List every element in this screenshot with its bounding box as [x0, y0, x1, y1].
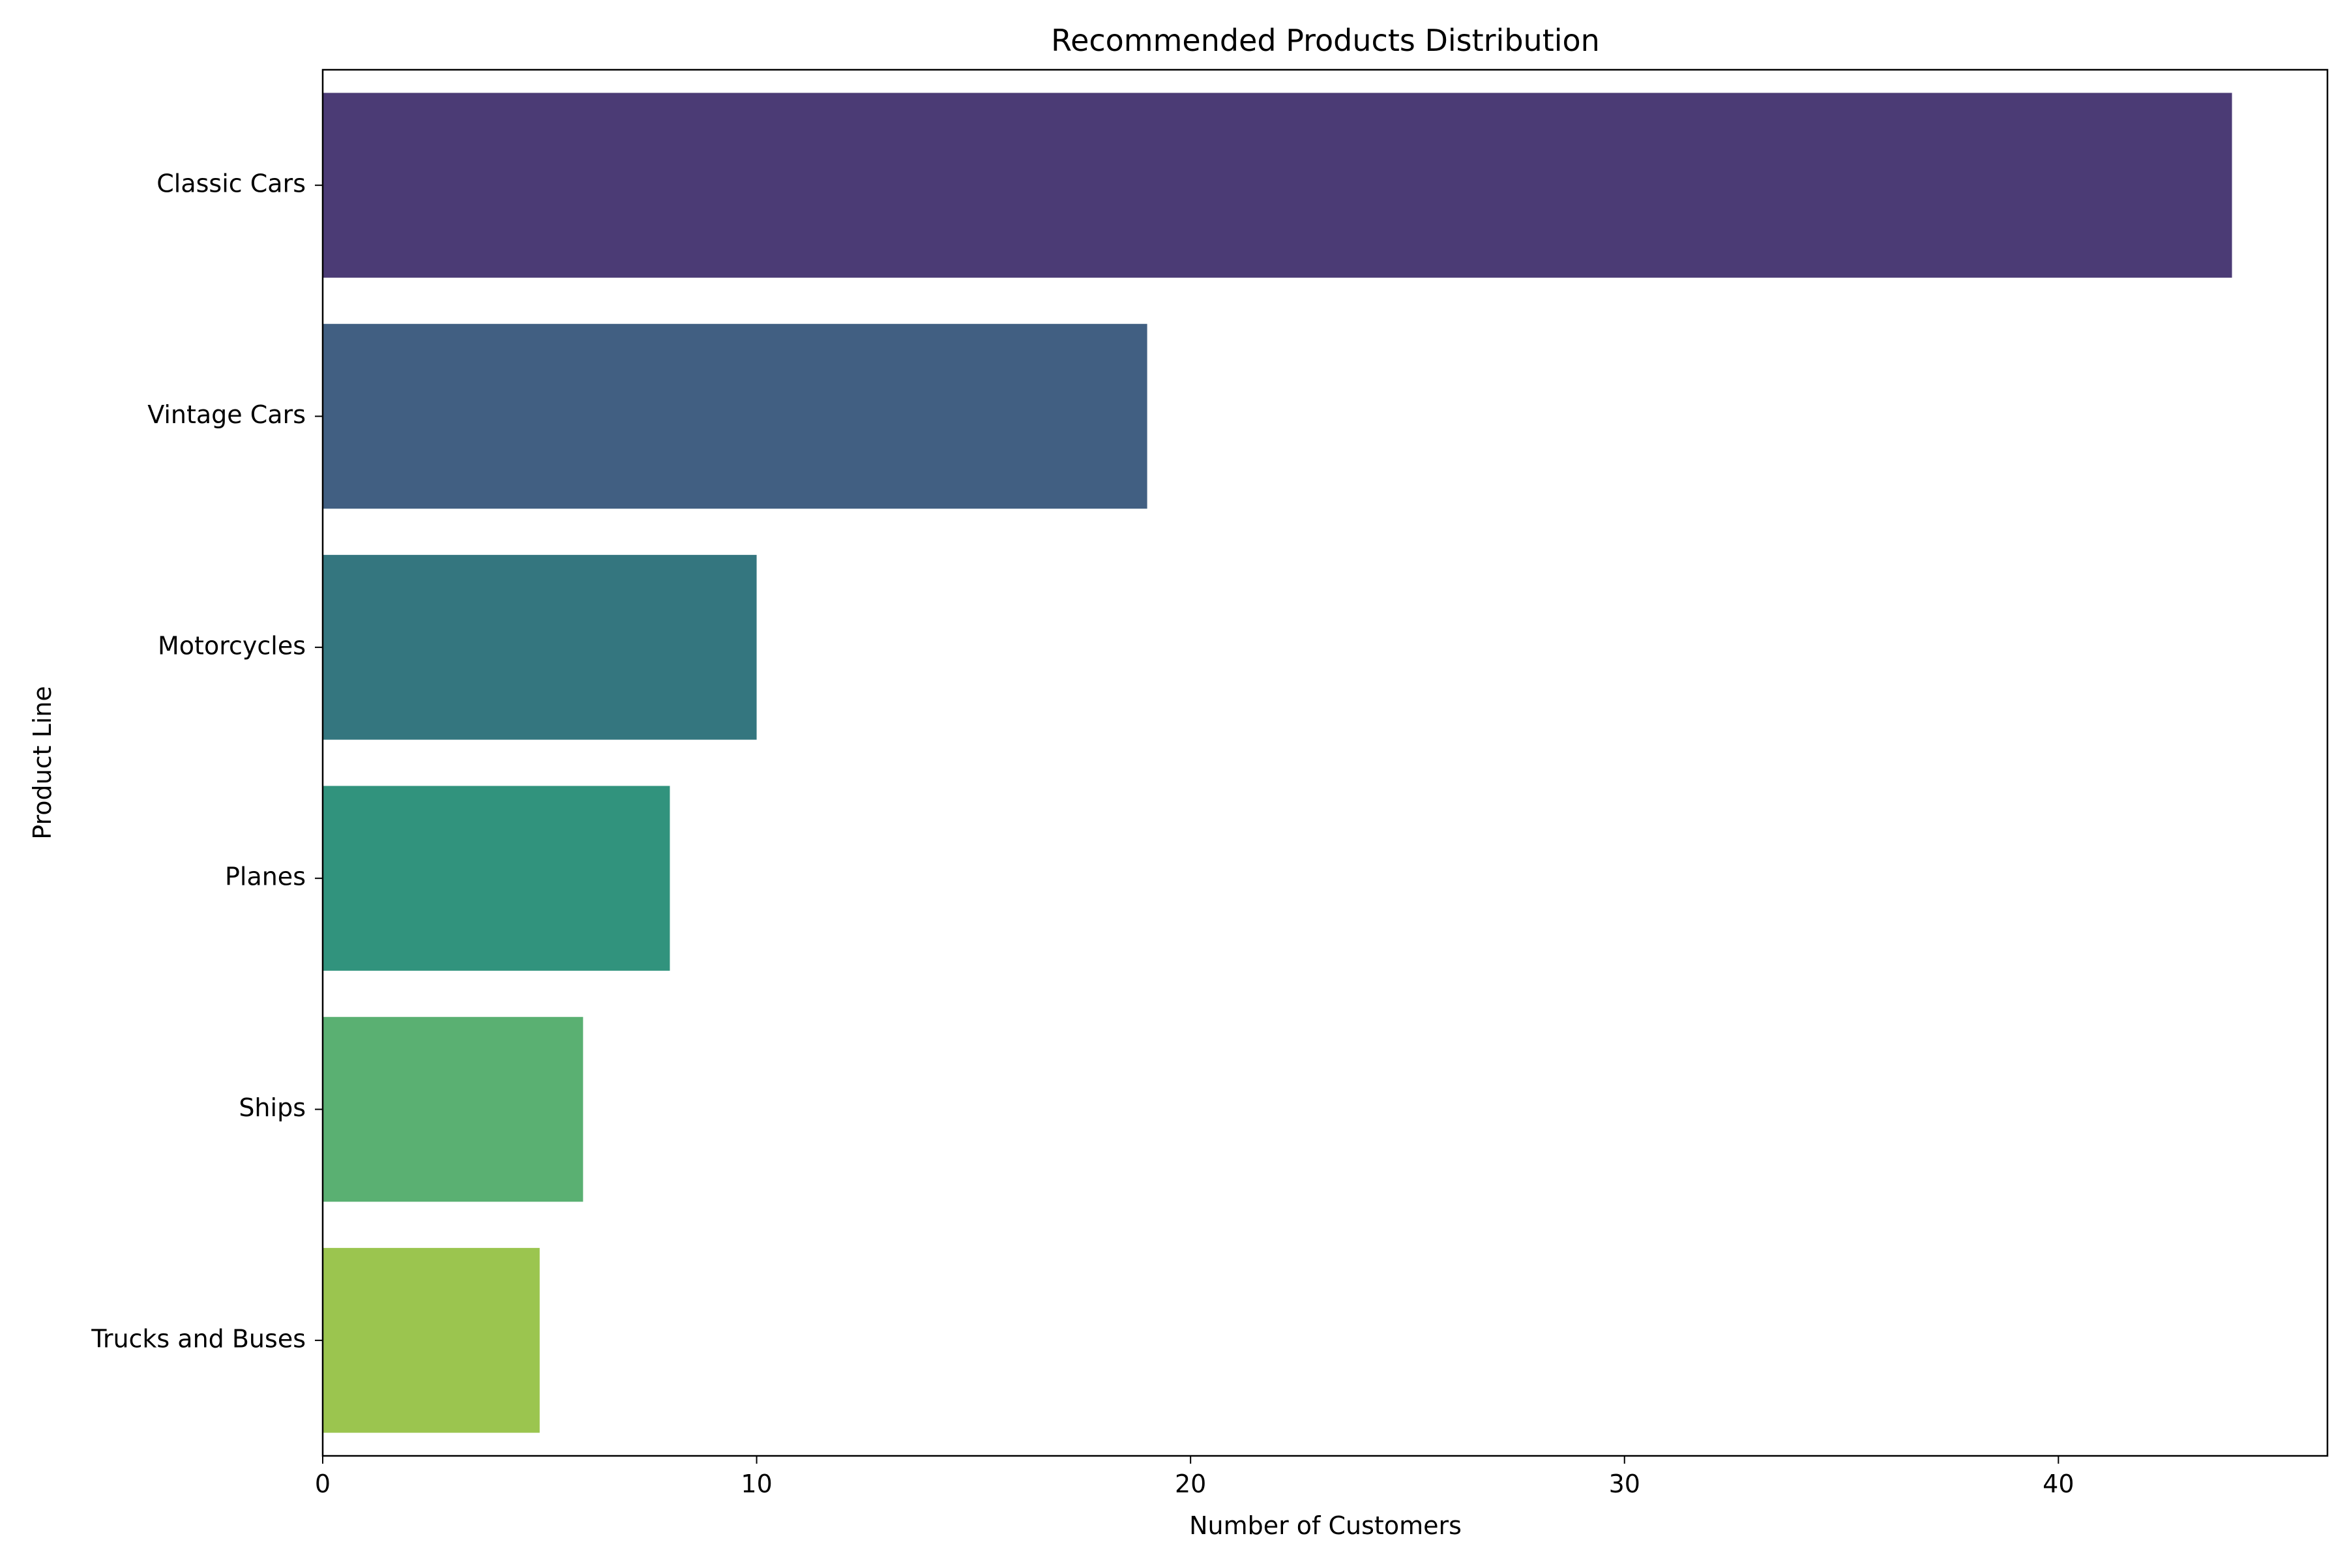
y-axis-label: Product Line: [28, 686, 57, 840]
x-tick-label: 20: [1175, 1470, 1206, 1498]
axes-layer: Classic Cars Vintage Cars Motorcycles Plane…: [91, 68, 2329, 1498]
y-tick-label: Ships: [239, 1093, 306, 1122]
bar: [323, 555, 757, 740]
y-tick-label: Vintage Cars: [147, 400, 306, 429]
x-tick-label: 0: [315, 1470, 331, 1498]
bar: [323, 1016, 583, 1202]
y-tick-label: Trucks and Buses: [91, 1324, 306, 1353]
y-tick-label: Classic Cars: [156, 170, 306, 198]
bar: [323, 323, 1147, 509]
x-tick-label: 30: [1609, 1470, 1640, 1498]
chart-title: Recommended Products Distribution: [1051, 23, 1600, 58]
x-axis-label: Number of Customers: [1189, 1511, 1462, 1540]
y-tick-label: Planes: [225, 863, 306, 891]
x-tick-label: 40: [2043, 1470, 2074, 1498]
bar: [323, 1248, 540, 1433]
bar: [323, 786, 670, 971]
bars-layer: [323, 93, 2232, 1433]
x-tick-label: 10: [741, 1470, 772, 1498]
plot-frame: [321, 68, 2329, 1457]
y-tick-label: Motorcycles: [158, 631, 306, 660]
bar: [323, 93, 2232, 278]
